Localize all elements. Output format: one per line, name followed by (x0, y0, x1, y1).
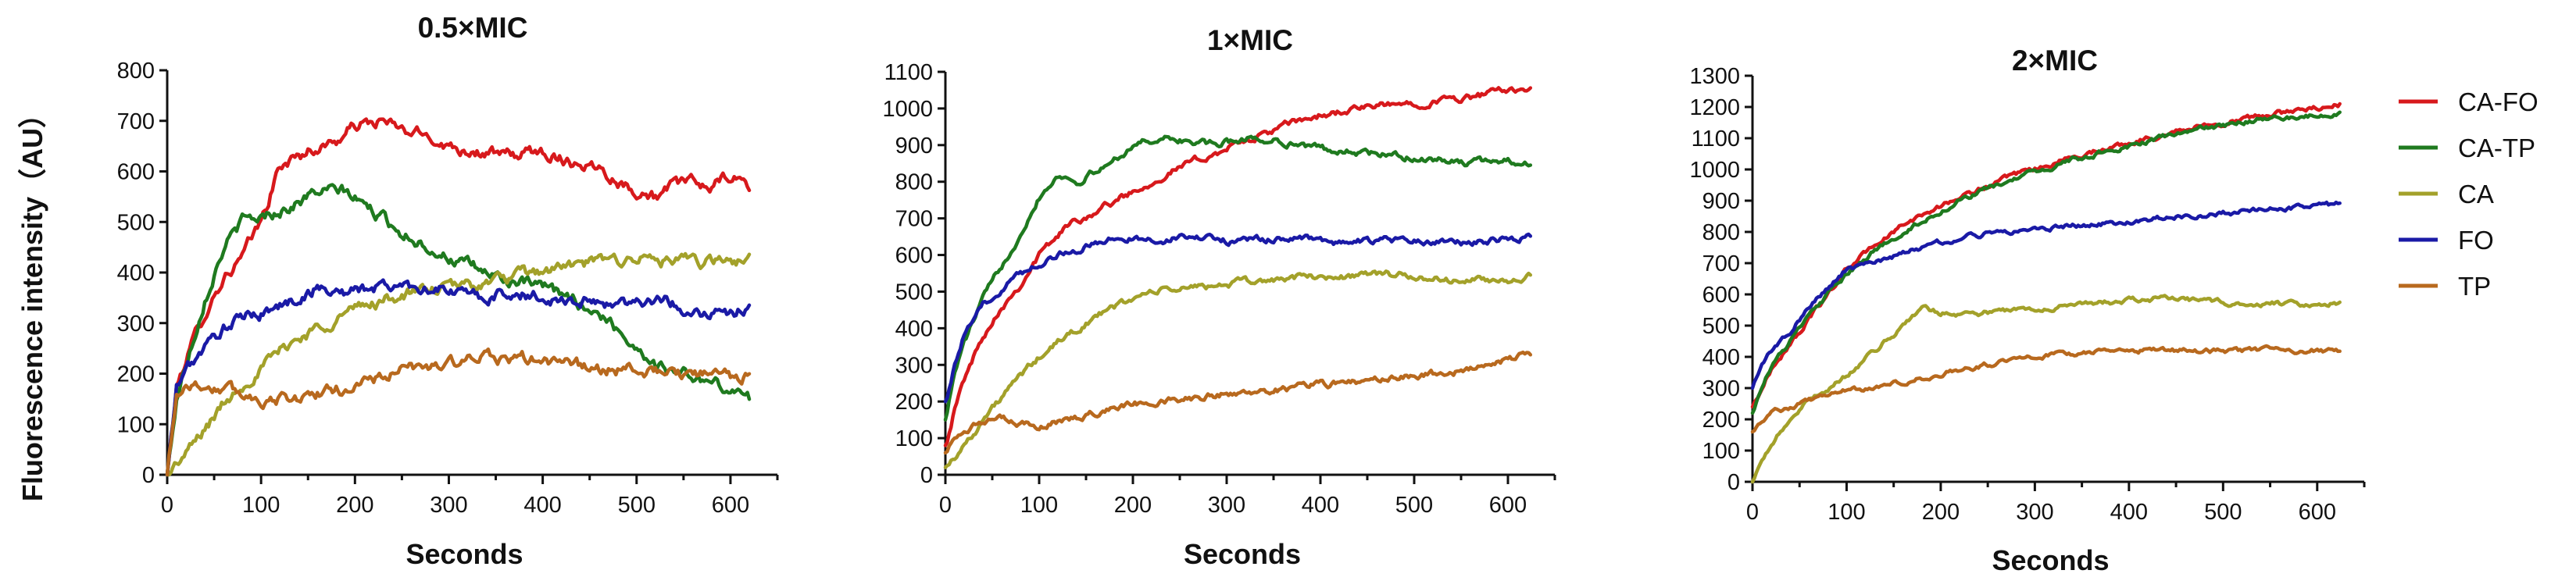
y-tick-label: 500 (117, 210, 155, 235)
legend-item-fo: FO (2399, 226, 2494, 255)
x-tick-label: 100 (1827, 500, 1865, 525)
x-tick-label: 400 (1302, 493, 1339, 518)
legend-label: CA (2458, 180, 2494, 208)
y-tick-label: 600 (895, 244, 933, 269)
y-tick-label: 1000 (882, 97, 933, 122)
legend-label: CA-TP (2458, 134, 2535, 162)
y-tick-label: 300 (895, 353, 933, 378)
x-tick-label: 600 (712, 493, 749, 518)
y-tick-label: 600 (117, 160, 155, 185)
x-tick-label: 100 (242, 493, 280, 518)
panel-title: 2×MIC (2012, 45, 2098, 77)
series-line-ca-tp (165, 183, 752, 477)
x-tick-label: 300 (430, 493, 467, 518)
x-tick-label: 500 (618, 493, 656, 518)
y-tick-label: 500 (895, 280, 933, 305)
x-tick-label: 300 (2016, 500, 2053, 525)
legend-item-ca-tp: CA-TP (2399, 134, 2535, 162)
series-line-ca-fo (1750, 102, 2342, 409)
panel-title: 0.5×MIC (418, 12, 528, 44)
panel-1: 0.5×MIC 0 100 200 300 400 500 600 700 800 0 100 200 3… (117, 12, 779, 570)
y-tick-label: 800 (895, 170, 933, 195)
y-tick-label: 900 (895, 134, 933, 159)
y-tick-label: 300 (117, 312, 155, 337)
y-tick-label: 400 (1702, 345, 1740, 370)
y-tick-label: 900 (1702, 189, 1740, 214)
y-tick-label: 400 (117, 261, 155, 286)
y-tick-label: 400 (895, 316, 933, 341)
x-axis-title: Seconds (1992, 544, 2109, 576)
y-tick-label: 700 (117, 109, 155, 134)
x-tick-label: 200 (1114, 493, 1152, 518)
y-tick-label: 500 (1702, 314, 1740, 339)
x-tick-label: 500 (2204, 500, 2242, 525)
x-axis-title: Seconds (406, 538, 523, 570)
x-tick-label: 400 (2110, 500, 2148, 525)
x-tick-label: 500 (1395, 493, 1433, 518)
y-tick-label: 1100 (884, 60, 933, 85)
series-line-ca (1750, 294, 2342, 484)
legend-item-ca: CA (2399, 180, 2494, 208)
x-tick-label: 0 (161, 493, 173, 518)
y-tick-label: 1200 (1689, 95, 1740, 120)
x-tick-label: 600 (2299, 500, 2336, 525)
y-tick-label: 800 (117, 59, 155, 84)
series-line-fo (943, 232, 1533, 404)
x-tick-label: 0 (1746, 500, 1759, 525)
legend-item-ca-fo: CA-FO (2399, 87, 2538, 116)
x-tick-label: 300 (1208, 493, 1245, 518)
x-tick-label: 0 (939, 493, 952, 518)
legend-item-tp: TP (2399, 272, 2491, 301)
series-line-tp (165, 347, 752, 477)
series-line-fo (165, 278, 752, 477)
y-tick-label: 200 (1702, 408, 1740, 433)
x-tick-label: 600 (1489, 493, 1527, 518)
chart-panels: 0.5×MIC 0 100 200 300 400 500 600 700 800 0 100 200 3… (117, 12, 2366, 576)
x-axis-title: Seconds (1184, 538, 1301, 570)
y-tick-label: 800 (1702, 220, 1740, 245)
y-axis-title: Fluorescence intensity（AU） (16, 100, 48, 501)
legend-label: FO (2458, 226, 2494, 255)
y-tick-label: 1300 (1689, 64, 1740, 89)
y-tick-label: 100 (1702, 439, 1740, 464)
y-tick-label: 0 (142, 463, 155, 488)
panel-title: 1×MIC (1207, 24, 1293, 56)
panel-2: 1×MIC01002003004005006007008009001000110… (882, 24, 1556, 570)
y-tick-label: 200 (117, 362, 155, 387)
series-line-ca-tp (943, 134, 1533, 422)
x-tick-label: 200 (1922, 500, 1960, 525)
y-tick-label: 1100 (1692, 127, 1740, 151)
series-line-ca-fo (165, 117, 752, 477)
x-tick-label: 200 (336, 493, 373, 518)
series-line-ca (943, 269, 1533, 469)
x-tick-label: 100 (1020, 493, 1058, 518)
legend: CA-FO CA-TP CA FO TP (2399, 87, 2538, 301)
y-tick-label: 700 (895, 207, 933, 232)
y-tick-label: 100 (895, 426, 933, 451)
series-line-tp (1750, 344, 2342, 434)
y-tick-label: 300 (1702, 376, 1740, 401)
series-line-tp (943, 350, 1533, 455)
series-line-ca-tp (1750, 110, 2342, 415)
y-tick-label: 200 (895, 390, 933, 415)
series-line-fo (1750, 200, 2342, 390)
legend-label: TP (2458, 272, 2491, 301)
legend-label: CA-FO (2458, 87, 2538, 116)
y-tick-label: 600 (1702, 283, 1740, 308)
y-tick-label: 1000 (1689, 158, 1740, 183)
panel-3: 2×MIC01002003004005006007008009001000110… (1689, 45, 2366, 576)
y-tick-label: 0 (1727, 470, 1740, 495)
y-tick-label: 700 (1702, 251, 1740, 276)
x-tick-label: 400 (523, 493, 561, 518)
y-tick-label: 0 (920, 463, 933, 488)
y-tick-label: 100 (117, 412, 155, 437)
